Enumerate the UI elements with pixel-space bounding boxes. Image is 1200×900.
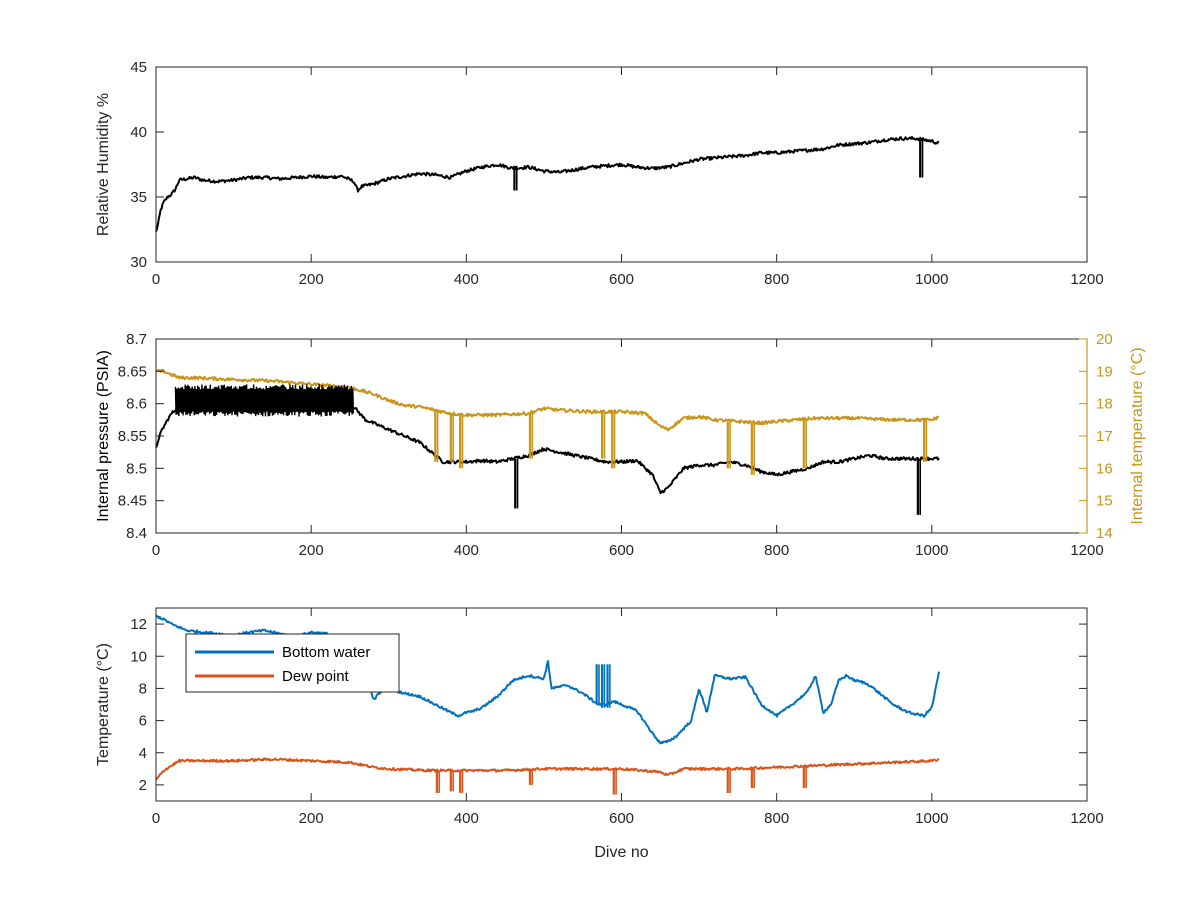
y2-tick-label: 20: [1096, 331, 1113, 348]
y-tick-label: 45: [130, 59, 147, 76]
x-tick-label: 200: [299, 271, 324, 288]
x-tick-label: 1000: [915, 810, 948, 827]
series-line-1-1: [155, 368, 939, 432]
y-tick-label: 8.5: [126, 460, 147, 477]
legend-label: Dew point: [282, 668, 350, 685]
water-dewpoint-panel: 0 200 400 600 800 1000 1200 2 4 6 8 10 12 Temperature…: [95, 607, 1104, 861]
y2-axis-label: Internal temperature (°C): [1129, 347, 1146, 524]
x-tick-label: 1200: [1070, 271, 1103, 288]
x-tick-label: 800: [764, 810, 789, 827]
y-tick-label: 30: [130, 254, 147, 271]
x-tick-label: 400: [454, 271, 479, 288]
x-tick-label: 200: [299, 810, 324, 827]
y2-tick-label: 15: [1096, 493, 1113, 510]
y2-tick-label: 17: [1096, 428, 1113, 445]
x-tick-label: 800: [764, 542, 789, 559]
y-tick-label: 8.65: [118, 363, 147, 380]
plot-area: [156, 339, 1087, 533]
humidity-panel: 0 200 400 600 800 1000 1200 30 35 40 45 Relative Hu…: [95, 59, 1104, 288]
legend-box: [185, 633, 400, 693]
y2-tick-label: 19: [1096, 363, 1113, 380]
y-tick-label: 6: [139, 713, 147, 730]
x-axis-label: Dive no: [594, 844, 648, 861]
y-tick-label: 8.4: [126, 525, 147, 542]
x-tick-label: 400: [454, 810, 479, 827]
y-tick-label: 8: [139, 680, 147, 697]
x-tick-label: 400: [454, 542, 479, 559]
y2-tick-label: 16: [1096, 460, 1113, 477]
x-tick-label: 600: [609, 542, 634, 559]
y2-tick-label: 18: [1096, 396, 1113, 413]
x-tick-label: 800: [764, 271, 789, 288]
x-tick-label: 600: [609, 271, 634, 288]
x-tick-label: 1000: [915, 542, 948, 559]
y-tick-label: 8.45: [118, 493, 147, 510]
series-line-2-1: [155, 757, 940, 781]
y-axis-label: Relative Humidity %: [95, 93, 112, 236]
legend-label: Bottom water: [282, 644, 370, 661]
y-tick-label: 12: [130, 616, 147, 633]
y-tick-label: 10: [130, 648, 147, 665]
pressure-noise-band: [174, 384, 355, 417]
y-tick-label: 4: [139, 745, 147, 762]
x-tick-label: 200: [299, 542, 324, 559]
y-axis-label: Temperature (°C): [95, 643, 112, 766]
y-axis-label: Internal pressure (PSIA): [95, 350, 112, 522]
y2-tick-label: 14: [1096, 525, 1113, 542]
x-tick-label: 600: [609, 810, 634, 827]
y-tick-label: 35: [130, 189, 147, 206]
x-tick-label: 1200: [1070, 810, 1103, 827]
y-tick-label: 8.7: [126, 331, 147, 348]
x-tick-label: 1200: [1070, 542, 1103, 559]
x-tick-label: 0: [152, 542, 160, 559]
y-tick-label: 8.55: [118, 428, 147, 445]
y-tick-label: 8.6: [126, 396, 147, 413]
series-line-0-0: [155, 136, 940, 232]
x-tick-label: 0: [152, 810, 160, 827]
y-tick-label: 2: [139, 777, 147, 794]
x-tick-label: 0: [152, 271, 160, 288]
pressure-temperature-panel: 0 200 400 600 800 1000 1200 8.4 8.45 8.5 8.55 8.6 8.…: [95, 331, 1146, 559]
x-tick-label: 1000: [915, 271, 948, 288]
y-tick-label: 40: [130, 124, 147, 141]
